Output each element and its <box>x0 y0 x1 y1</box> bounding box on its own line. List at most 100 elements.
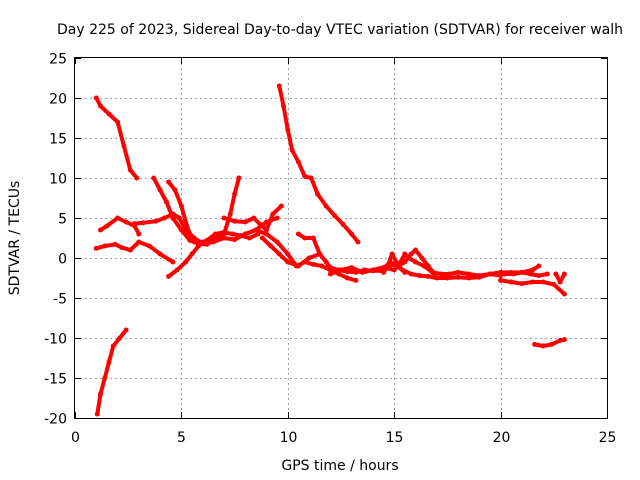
data-point <box>417 273 423 279</box>
data-point <box>127 167 133 173</box>
y-tick-label: 25 <box>49 52 67 68</box>
data-point <box>447 271 452 277</box>
data-point <box>519 281 525 287</box>
data-point <box>200 239 206 245</box>
y-tick-label: -15 <box>44 372 67 388</box>
data-point <box>112 241 118 247</box>
data-point <box>381 269 387 275</box>
data-point <box>355 239 361 245</box>
data-point <box>323 259 329 265</box>
data-point <box>561 271 567 277</box>
data-point <box>323 203 329 209</box>
plot-frame <box>74 57 608 419</box>
data-point <box>119 245 125 251</box>
data-point <box>170 215 176 221</box>
data-point <box>93 95 99 101</box>
data-point <box>466 271 472 277</box>
y-axis-title: SDTVAR / TECUs <box>7 181 23 296</box>
data-point <box>236 175 242 181</box>
data-point <box>157 251 163 257</box>
y-tick-label: 15 <box>49 132 67 148</box>
data-point <box>123 219 129 225</box>
data-point <box>247 235 252 241</box>
data-point <box>93 245 99 251</box>
data-point <box>413 247 418 253</box>
data-point <box>310 235 316 241</box>
data-point <box>408 271 414 277</box>
data-point <box>98 103 103 109</box>
y-tick-labels: -20 -15 -10 -5 0 5 10 15 20 25 <box>44 52 67 428</box>
data-point <box>276 83 282 89</box>
x-tick-label: 0 <box>71 430 80 446</box>
data-point <box>425 273 431 279</box>
x-tick-labels: 0 5 10 15 20 25 <box>71 430 616 446</box>
data-point <box>183 219 189 225</box>
data-point <box>444 275 450 281</box>
data-point <box>498 277 504 283</box>
data-point <box>385 263 391 269</box>
data-point <box>310 261 316 267</box>
data-point <box>132 221 138 227</box>
data-point <box>510 271 516 277</box>
data-point <box>553 271 559 277</box>
data-point <box>391 267 397 273</box>
data-point <box>153 218 159 224</box>
data-point <box>104 223 110 229</box>
data-point <box>98 227 103 233</box>
data-point <box>508 279 514 285</box>
data-point <box>195 243 201 249</box>
data-point <box>557 279 563 285</box>
data-point <box>549 341 555 347</box>
data-point <box>306 255 312 261</box>
y-tick-label: 10 <box>49 172 67 188</box>
data-point <box>274 215 280 221</box>
data-point <box>295 263 301 269</box>
data-point <box>289 147 295 153</box>
data-point <box>285 127 291 133</box>
data-point <box>136 239 142 245</box>
data-point <box>238 233 244 239</box>
data-point <box>455 269 461 275</box>
data-point <box>187 231 193 237</box>
data-point <box>302 235 308 241</box>
data-point <box>251 215 257 221</box>
data-point <box>285 259 291 265</box>
data-point <box>502 271 508 277</box>
data-point <box>264 227 269 233</box>
data-point <box>295 159 301 165</box>
data-point <box>413 259 418 265</box>
data-point <box>221 231 227 237</box>
data-point <box>359 269 365 275</box>
data-point <box>94 411 100 417</box>
ticks <box>75 58 608 419</box>
data-point <box>338 267 344 273</box>
data-point <box>332 213 338 219</box>
data-point <box>476 274 482 280</box>
grid <box>75 58 607 418</box>
data-point <box>487 271 493 277</box>
data-point <box>295 231 301 237</box>
data-point <box>183 259 189 265</box>
data-point <box>134 175 140 181</box>
data-point <box>212 231 218 237</box>
data-point <box>544 271 550 277</box>
data-point <box>210 237 216 243</box>
data-point <box>434 275 440 281</box>
data-point <box>302 173 308 179</box>
data-point <box>115 215 121 221</box>
data-point <box>242 231 248 237</box>
data-point <box>274 239 280 245</box>
data-point <box>319 263 325 269</box>
y-tick-label: 20 <box>49 92 67 108</box>
data-point <box>257 221 263 227</box>
data-point <box>172 187 178 193</box>
data-point <box>400 267 406 273</box>
data-point <box>121 143 127 149</box>
data-point <box>232 218 238 224</box>
data-point <box>498 273 504 279</box>
data-point <box>102 375 108 381</box>
data-point <box>530 279 535 285</box>
data-point <box>389 251 395 257</box>
data-point <box>353 277 359 283</box>
